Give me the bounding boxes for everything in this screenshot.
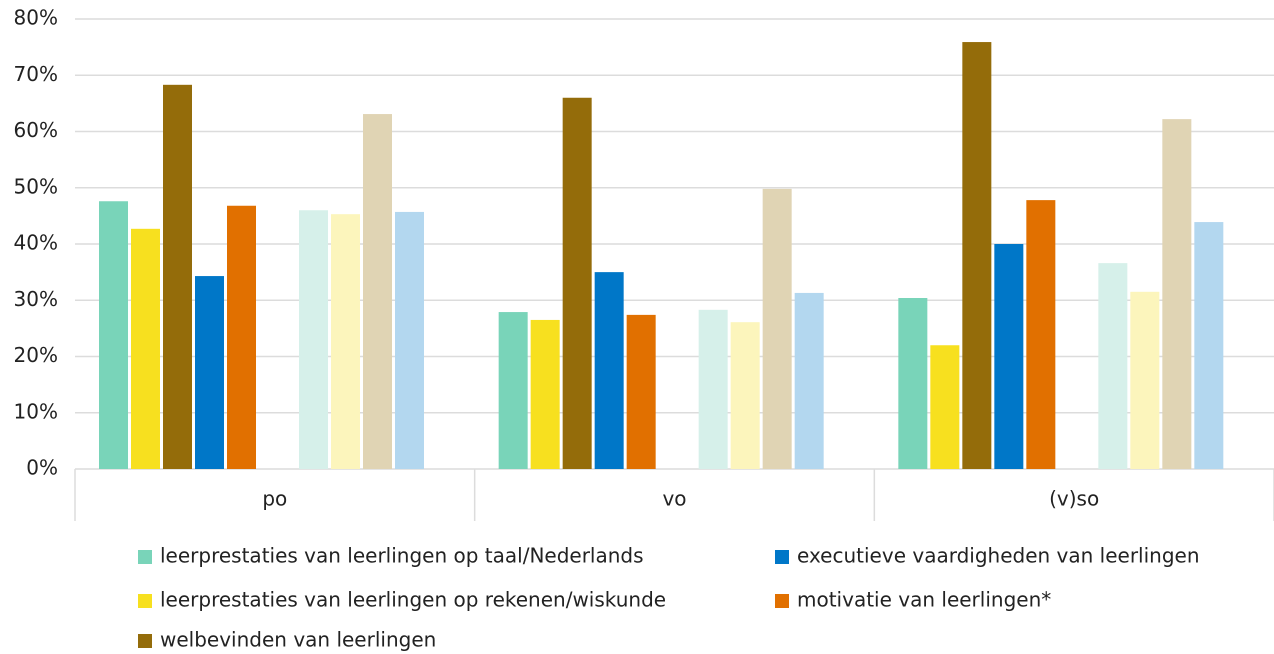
y-tick-label: 70%	[14, 62, 58, 86]
bar	[498, 312, 528, 469]
y-tick-label: 30%	[14, 287, 58, 311]
legend-label: executieve vaardigheden van leerlingen	[797, 544, 1200, 568]
bar	[1026, 200, 1056, 469]
bar	[163, 84, 192, 469]
bar	[962, 42, 992, 469]
y-tick-label: 40%	[14, 231, 58, 255]
bar	[794, 292, 824, 469]
y-tick-label: 0%	[26, 456, 58, 480]
x-tick-label: vo	[662, 487, 686, 511]
bar	[626, 314, 656, 469]
legend-swatch	[138, 634, 152, 648]
bar	[1098, 263, 1128, 469]
bar	[594, 272, 624, 469]
bar	[994, 244, 1024, 469]
bar	[530, 319, 560, 469]
bar	[730, 322, 760, 469]
bar	[99, 201, 128, 469]
y-tick-label: 20%	[14, 343, 58, 367]
bar	[898, 298, 928, 469]
bar	[930, 345, 960, 469]
legend-swatch	[775, 594, 789, 608]
legend-label: motivatie van leerlingen*	[797, 588, 1051, 612]
bar	[395, 211, 424, 469]
bar	[227, 205, 256, 469]
bar	[363, 114, 392, 469]
bar	[1162, 119, 1192, 469]
bar	[1130, 291, 1160, 469]
y-tick-label: 50%	[14, 174, 58, 198]
legend-swatch	[138, 550, 152, 564]
x-tick-label: (v)so	[1049, 487, 1099, 511]
bar	[1194, 222, 1224, 469]
bar	[299, 210, 328, 469]
legend-swatch	[138, 594, 152, 608]
legend-label: leerprestaties van leerlingen op taal/Ne…	[160, 544, 644, 568]
bar	[331, 214, 360, 469]
y-tick-label: 60%	[14, 118, 58, 142]
y-tick-label: 10%	[14, 399, 58, 423]
legend-label: welbevinden van leerlingen	[160, 628, 436, 652]
legend-label: leerprestaties van leerlingen op rekenen…	[160, 588, 666, 612]
bar	[762, 188, 792, 469]
bar	[698, 309, 728, 469]
y-tick-label: 80%	[14, 6, 58, 30]
bar	[131, 228, 160, 469]
legend-swatch	[775, 550, 789, 564]
x-tick-label: po	[262, 487, 287, 511]
bar	[562, 97, 592, 469]
bar	[195, 276, 224, 469]
